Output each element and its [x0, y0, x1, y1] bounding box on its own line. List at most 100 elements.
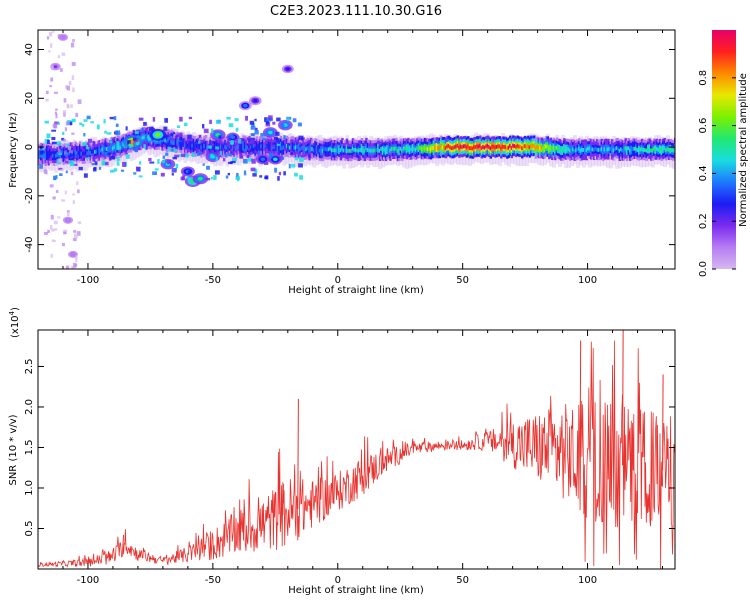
heatmap-cell: [645, 148, 648, 153]
heatmap-cell: [279, 144, 283, 148]
heatmap-cell: [558, 147, 561, 152]
heatmap-cell: [285, 144, 289, 149]
heatmap-cell: [530, 143, 533, 148]
heatmap-cell: [76, 231, 81, 236]
heatmap-cell: [80, 151, 83, 156]
heatmap-cell: [58, 152, 62, 156]
snr-peak: [282, 483, 284, 515]
heatmap-cell: [61, 137, 65, 141]
heatmap-cell: [671, 148, 674, 153]
heatmap-cell: [566, 146, 569, 151]
heatmap-cell: [70, 42, 75, 48]
heatmap-cell: [135, 142, 140, 145]
heatmap-cell: [96, 148, 100, 153]
heatmap-cell: [164, 138, 167, 143]
heatmap-cell: [226, 141, 230, 147]
heatmap-cell: [276, 145, 280, 150]
heatmap-cell: [326, 147, 329, 152]
heatmap-cell: [69, 162, 75, 167]
heatmap-cell: [59, 68, 63, 72]
snr-series-line: [38, 340, 675, 569]
heatmap-cell: [174, 140, 178, 145]
heatmap-cell: [133, 142, 137, 147]
heatmap-cell: [186, 176, 191, 180]
heatmap-cell: [65, 160, 69, 164]
heatmap-cell: [246, 145, 250, 150]
heatmap-cell: [629, 148, 632, 153]
heatmap-cell: [202, 123, 205, 129]
heatmap-cell: [62, 152, 65, 157]
heatmap-cell: [308, 148, 311, 153]
heatmap-cell: [43, 232, 48, 235]
heatmap-cell: [582, 147, 585, 152]
heatmap-cell: [627, 146, 630, 151]
heatmap-cell: [548, 147, 551, 151]
heatmap-cell: [648, 146, 651, 151]
heatmap-cell: [59, 145, 62, 151]
heatmap-cell: [275, 138, 280, 142]
heatmap-cell: [219, 144, 223, 149]
heatmap-cell: [113, 116, 117, 121]
heatmap-cell: [144, 136, 148, 141]
heatmap-cell: [162, 155, 166, 159]
heatmap-cell: [515, 144, 518, 149]
heatmap-cell: [87, 149, 91, 154]
heatmap-cell: [177, 125, 181, 129]
heatmap-cell: [486, 143, 490, 148]
heatmap-cell: [224, 153, 228, 158]
heatmap-cell: [63, 231, 67, 235]
y-tick-label: -20: [24, 188, 35, 204]
heatmap-cell: [428, 146, 431, 151]
heatmap-cell: [265, 120, 269, 125]
heatmap-cell: [59, 173, 63, 176]
heatmap-cell: [51, 141, 57, 145]
heatmap-cell: [254, 118, 257, 122]
heatmap-cell: [537, 146, 541, 150]
heatmap-cell: [149, 137, 152, 142]
heatmap-cell: [78, 149, 82, 154]
heatmap-cell: [383, 147, 386, 152]
heatmap-cell: [221, 145, 224, 150]
heatmap-cell: [371, 148, 374, 153]
heatmap-cell: [630, 148, 633, 152]
heatmap-cell: [284, 144, 287, 149]
heatmap-cell: [99, 166, 102, 170]
heatmap-cell: [422, 147, 425, 152]
heatmap-cell: [525, 145, 529, 150]
heatmap-cell: [551, 147, 554, 152]
heatmap-cell: [184, 122, 188, 127]
heatmap-cell: [48, 151, 52, 156]
heatmap-cell: [608, 147, 611, 152]
heatmap-cell: [254, 130, 259, 135]
snr-peak: [122, 534, 125, 548]
heatmap-cell: [121, 169, 125, 172]
heatmap-cell: [393, 146, 397, 151]
heatmap-cell: [270, 144, 276, 147]
heatmap-cell: [101, 147, 104, 152]
heatmap-cell: [108, 148, 112, 153]
heatmap-cell: [218, 135, 222, 139]
heatmap-cell: [446, 144, 449, 149]
heatmap-cell: [91, 162, 96, 166]
spectrogram-frame: [37, 29, 676, 270]
heatmap-cell: [116, 156, 120, 162]
heatmap-cell: [298, 163, 303, 168]
heatmap-cell: [320, 148, 323, 153]
heatmap-cell: [219, 150, 222, 156]
heatmap-cell: [276, 143, 281, 146]
heatmap-cell: [60, 151, 64, 156]
heatmap-cell: [578, 146, 581, 151]
heatmap-cell: [210, 153, 214, 159]
heatmap-cell: [65, 265, 70, 269]
heatmap-cell: [213, 175, 217, 180]
heatmap-cell: [261, 145, 265, 150]
heatmap-cell: [48, 50, 51, 53]
heatmap-cell: [302, 145, 305, 150]
heatmap-cell: [44, 120, 49, 124]
heatmap-cell: [47, 153, 50, 158]
heatmap-cell: [207, 145, 213, 149]
heatmap-cell: [254, 168, 258, 174]
heatmap-cell: [621, 148, 624, 153]
heatmap-cell: [50, 214, 54, 220]
snr-yscale-base: (x10: [10, 315, 21, 338]
